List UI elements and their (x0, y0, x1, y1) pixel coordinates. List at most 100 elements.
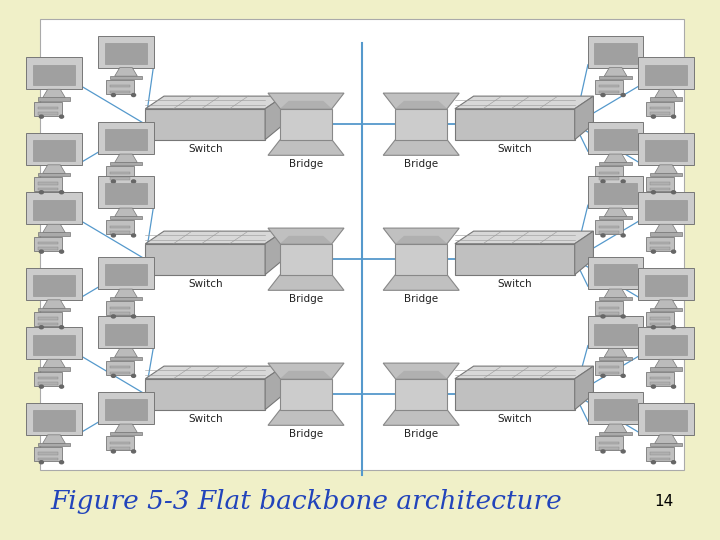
FancyBboxPatch shape (639, 133, 694, 165)
FancyBboxPatch shape (455, 244, 575, 275)
FancyBboxPatch shape (649, 458, 670, 460)
FancyBboxPatch shape (26, 268, 82, 300)
Circle shape (601, 234, 605, 237)
Circle shape (672, 385, 675, 388)
FancyBboxPatch shape (644, 140, 688, 161)
Polygon shape (654, 435, 678, 443)
FancyBboxPatch shape (98, 176, 154, 208)
FancyBboxPatch shape (649, 112, 670, 115)
FancyBboxPatch shape (588, 36, 644, 68)
FancyBboxPatch shape (649, 247, 670, 249)
FancyBboxPatch shape (588, 257, 644, 289)
FancyBboxPatch shape (32, 335, 76, 355)
FancyBboxPatch shape (26, 327, 82, 359)
FancyBboxPatch shape (649, 232, 683, 235)
Polygon shape (280, 371, 332, 379)
FancyBboxPatch shape (649, 97, 683, 100)
Polygon shape (280, 101, 332, 109)
FancyBboxPatch shape (109, 307, 130, 309)
FancyBboxPatch shape (109, 442, 130, 444)
Circle shape (652, 250, 655, 253)
FancyBboxPatch shape (599, 442, 619, 444)
FancyBboxPatch shape (109, 85, 130, 87)
Circle shape (621, 315, 625, 318)
Circle shape (60, 250, 63, 253)
Circle shape (621, 374, 625, 377)
FancyBboxPatch shape (646, 372, 674, 386)
Circle shape (621, 180, 625, 183)
FancyBboxPatch shape (599, 162, 632, 165)
Polygon shape (268, 228, 344, 244)
Circle shape (672, 250, 675, 253)
FancyBboxPatch shape (599, 177, 619, 179)
Circle shape (40, 385, 43, 388)
FancyBboxPatch shape (37, 183, 58, 185)
FancyBboxPatch shape (32, 275, 76, 296)
Circle shape (132, 315, 135, 318)
Polygon shape (604, 68, 627, 76)
Circle shape (672, 326, 675, 329)
Polygon shape (280, 236, 332, 244)
Polygon shape (604, 289, 627, 298)
FancyBboxPatch shape (649, 188, 670, 191)
FancyBboxPatch shape (649, 242, 670, 244)
Polygon shape (383, 93, 459, 109)
FancyBboxPatch shape (34, 447, 61, 461)
FancyBboxPatch shape (104, 130, 148, 150)
Circle shape (112, 180, 115, 183)
Polygon shape (604, 424, 627, 433)
Polygon shape (268, 140, 344, 156)
Polygon shape (42, 224, 66, 233)
Circle shape (132, 93, 135, 97)
Polygon shape (265, 231, 284, 275)
FancyBboxPatch shape (595, 436, 623, 450)
Text: 14: 14 (654, 494, 673, 509)
FancyBboxPatch shape (145, 379, 265, 410)
Circle shape (132, 450, 135, 453)
Polygon shape (114, 208, 138, 217)
Text: Bridge: Bridge (289, 294, 323, 304)
Circle shape (40, 250, 43, 253)
FancyBboxPatch shape (595, 80, 623, 94)
FancyBboxPatch shape (37, 443, 71, 446)
Polygon shape (654, 359, 678, 368)
FancyBboxPatch shape (644, 65, 688, 85)
FancyBboxPatch shape (644, 335, 688, 355)
Circle shape (112, 450, 115, 453)
Circle shape (132, 180, 135, 183)
Polygon shape (383, 410, 459, 426)
FancyBboxPatch shape (649, 318, 670, 320)
FancyBboxPatch shape (37, 107, 58, 109)
Polygon shape (575, 231, 593, 275)
FancyBboxPatch shape (37, 377, 58, 379)
FancyBboxPatch shape (595, 361, 623, 375)
FancyBboxPatch shape (599, 231, 619, 233)
Polygon shape (604, 208, 627, 217)
FancyBboxPatch shape (104, 265, 148, 285)
Circle shape (112, 315, 115, 318)
Polygon shape (455, 231, 593, 244)
FancyBboxPatch shape (37, 367, 71, 370)
FancyBboxPatch shape (646, 237, 674, 251)
FancyBboxPatch shape (644, 275, 688, 296)
FancyBboxPatch shape (649, 443, 683, 446)
FancyBboxPatch shape (145, 244, 265, 275)
FancyBboxPatch shape (599, 447, 619, 449)
FancyBboxPatch shape (594, 324, 637, 345)
FancyBboxPatch shape (109, 172, 130, 174)
Polygon shape (395, 371, 447, 379)
FancyBboxPatch shape (595, 220, 623, 234)
Text: Switch: Switch (188, 279, 222, 289)
FancyBboxPatch shape (639, 192, 694, 224)
Text: Figure 5-3 Flat backbone architecture: Figure 5-3 Flat backbone architecture (50, 489, 562, 514)
FancyBboxPatch shape (599, 85, 619, 87)
FancyBboxPatch shape (106, 361, 134, 375)
FancyBboxPatch shape (599, 356, 632, 360)
FancyBboxPatch shape (98, 392, 154, 424)
Polygon shape (114, 68, 138, 76)
FancyBboxPatch shape (26, 133, 82, 165)
FancyBboxPatch shape (594, 265, 637, 285)
FancyBboxPatch shape (649, 308, 683, 311)
Polygon shape (654, 300, 678, 308)
Polygon shape (654, 224, 678, 233)
